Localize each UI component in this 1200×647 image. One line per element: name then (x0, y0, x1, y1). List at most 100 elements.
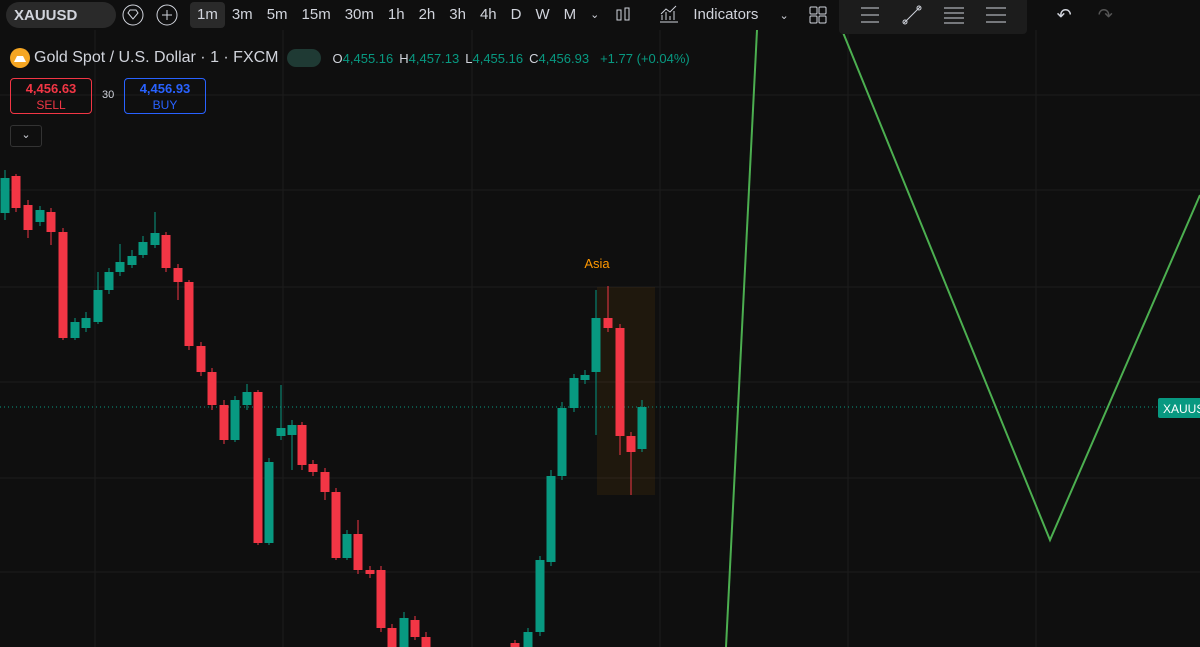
candle-body (637, 407, 647, 449)
candle-body (11, 176, 21, 208)
dropdown[interactable]: ⌄ (779, 9, 789, 22)
candle-body (35, 210, 45, 222)
ohlc-value: 4,456.93 (538, 50, 590, 66)
candle-body (0, 178, 10, 213)
candle-body (161, 235, 171, 268)
candle-body (70, 322, 80, 338)
spread: 30 (102, 89, 115, 101)
chart-type[interactable] (612, 4, 634, 26)
legend: Gold Spot / U.S. Dollar · 1 · FXCM O4,45… (10, 48, 690, 68)
timeframe[interactable]: 2h (418, 6, 436, 23)
grid (0, 30, 1200, 647)
candle-body (535, 560, 545, 632)
tool[interactable] (859, 4, 881, 26)
status-badge (286, 49, 321, 67)
candle-body (320, 472, 330, 492)
layouts[interactable] (807, 4, 829, 26)
candle-body (138, 242, 148, 255)
candle-body (342, 534, 352, 558)
candle-body (150, 233, 160, 245)
timeframe[interactable]: 5m (266, 6, 288, 23)
dropdown[interactable]: ⌄ (590, 9, 600, 21)
candle-body (510, 643, 520, 647)
candle-body (104, 272, 114, 290)
timeframe[interactable]: 1m (190, 2, 225, 28)
timeframe[interactable]: M (563, 6, 577, 23)
candle-body (264, 462, 274, 543)
candle-body (81, 318, 91, 328)
candle-body (115, 262, 125, 272)
change: +1.77 (+0.04%) (600, 50, 690, 66)
timeframe[interactable]: 3m (231, 6, 253, 23)
toolbar: XAUUSD 1m 3m 5m 15m 30m 1h 2h 3h 4h D W M ⌄ Indicato… (0, 0, 1200, 34)
candle-body (219, 405, 229, 440)
collapse-button[interactable]: ⌄ (10, 125, 42, 147)
alert-icon[interactable] (122, 4, 144, 26)
tool[interactable] (943, 4, 965, 26)
candle-body (230, 400, 240, 440)
symbol-logo (10, 48, 30, 68)
ohlc-key: C (529, 50, 539, 66)
timeframes: 1m 3m 5m 15m 30m 1h 2h 3h 4h D W M ⌄ (190, 2, 606, 28)
candles (0, 170, 647, 647)
timeframe[interactable]: 3h (449, 6, 466, 23)
symbol-title: Gold Spot / U.S. Dollar · 1 · FXCM (34, 49, 279, 66)
candle-body (196, 346, 206, 372)
timeframe[interactable]: 1h (387, 6, 405, 23)
buy-label: BUY (152, 98, 178, 112)
sell-label: SELL (36, 98, 66, 112)
candle-body (242, 392, 252, 405)
candle-body (399, 618, 409, 647)
undo[interactable]: ↶ (1056, 4, 1072, 25)
timeframe[interactable]: W (535, 6, 550, 23)
candle-body (253, 392, 263, 543)
candle-body (331, 492, 341, 558)
candle-body (365, 570, 375, 574)
candle-body (58, 232, 68, 338)
timeframe[interactable]: D (510, 6, 522, 23)
trend-line (725, 29, 758, 647)
redo[interactable]: ↷ (1097, 4, 1113, 25)
candle-body (173, 268, 183, 282)
trend-line (841, 29, 1200, 543)
price-tag (1158, 398, 1200, 418)
sell-button[interactable]: 4,456.63 SELL (10, 78, 92, 114)
candle-body (523, 632, 533, 647)
candle-body (376, 570, 386, 628)
timeframe[interactable]: 4h (479, 6, 497, 23)
indicators-icon[interactable] (658, 4, 680, 26)
candle-body (207, 372, 217, 405)
candle-body (23, 205, 33, 230)
tool[interactable] (985, 4, 1007, 26)
sell-price: 4,456.63 (25, 81, 77, 96)
ohlc-key: L (465, 50, 473, 66)
ohlc: O4,455.16 H4,457.13 L4,455.16 C4,456.93 (333, 51, 596, 66)
candle-body (421, 637, 431, 647)
candle-body (93, 290, 103, 322)
ohlc-value: 4,455.16 (342, 50, 394, 66)
indicators-button[interactable]: Indicators (693, 6, 759, 23)
candle-body (297, 425, 307, 465)
symbol-search[interactable]: XAUUSD (6, 2, 116, 28)
candle-body (580, 375, 590, 380)
tool[interactable] (901, 4, 923, 26)
ohlc-value: 4,455.16 (472, 50, 524, 66)
candle-body (353, 534, 363, 570)
session-label: Asia (584, 256, 610, 271)
candle-body (626, 436, 636, 452)
candle-body (387, 628, 397, 647)
ohlc-key: O (332, 50, 343, 66)
candle-body (615, 328, 625, 436)
price-tag-label: XAUUSD (1163, 402, 1200, 416)
candle-body (287, 425, 297, 435)
candle-body (591, 318, 601, 372)
timeframe[interactable]: 15m (301, 6, 331, 23)
candle-body (410, 620, 420, 637)
candle-body (276, 428, 286, 436)
buy-button[interactable]: 4,456.93 BUY (124, 78, 206, 114)
compare-button[interactable] (156, 4, 178, 26)
candle-body (46, 212, 56, 232)
timeframe[interactable]: 30m (344, 6, 374, 23)
